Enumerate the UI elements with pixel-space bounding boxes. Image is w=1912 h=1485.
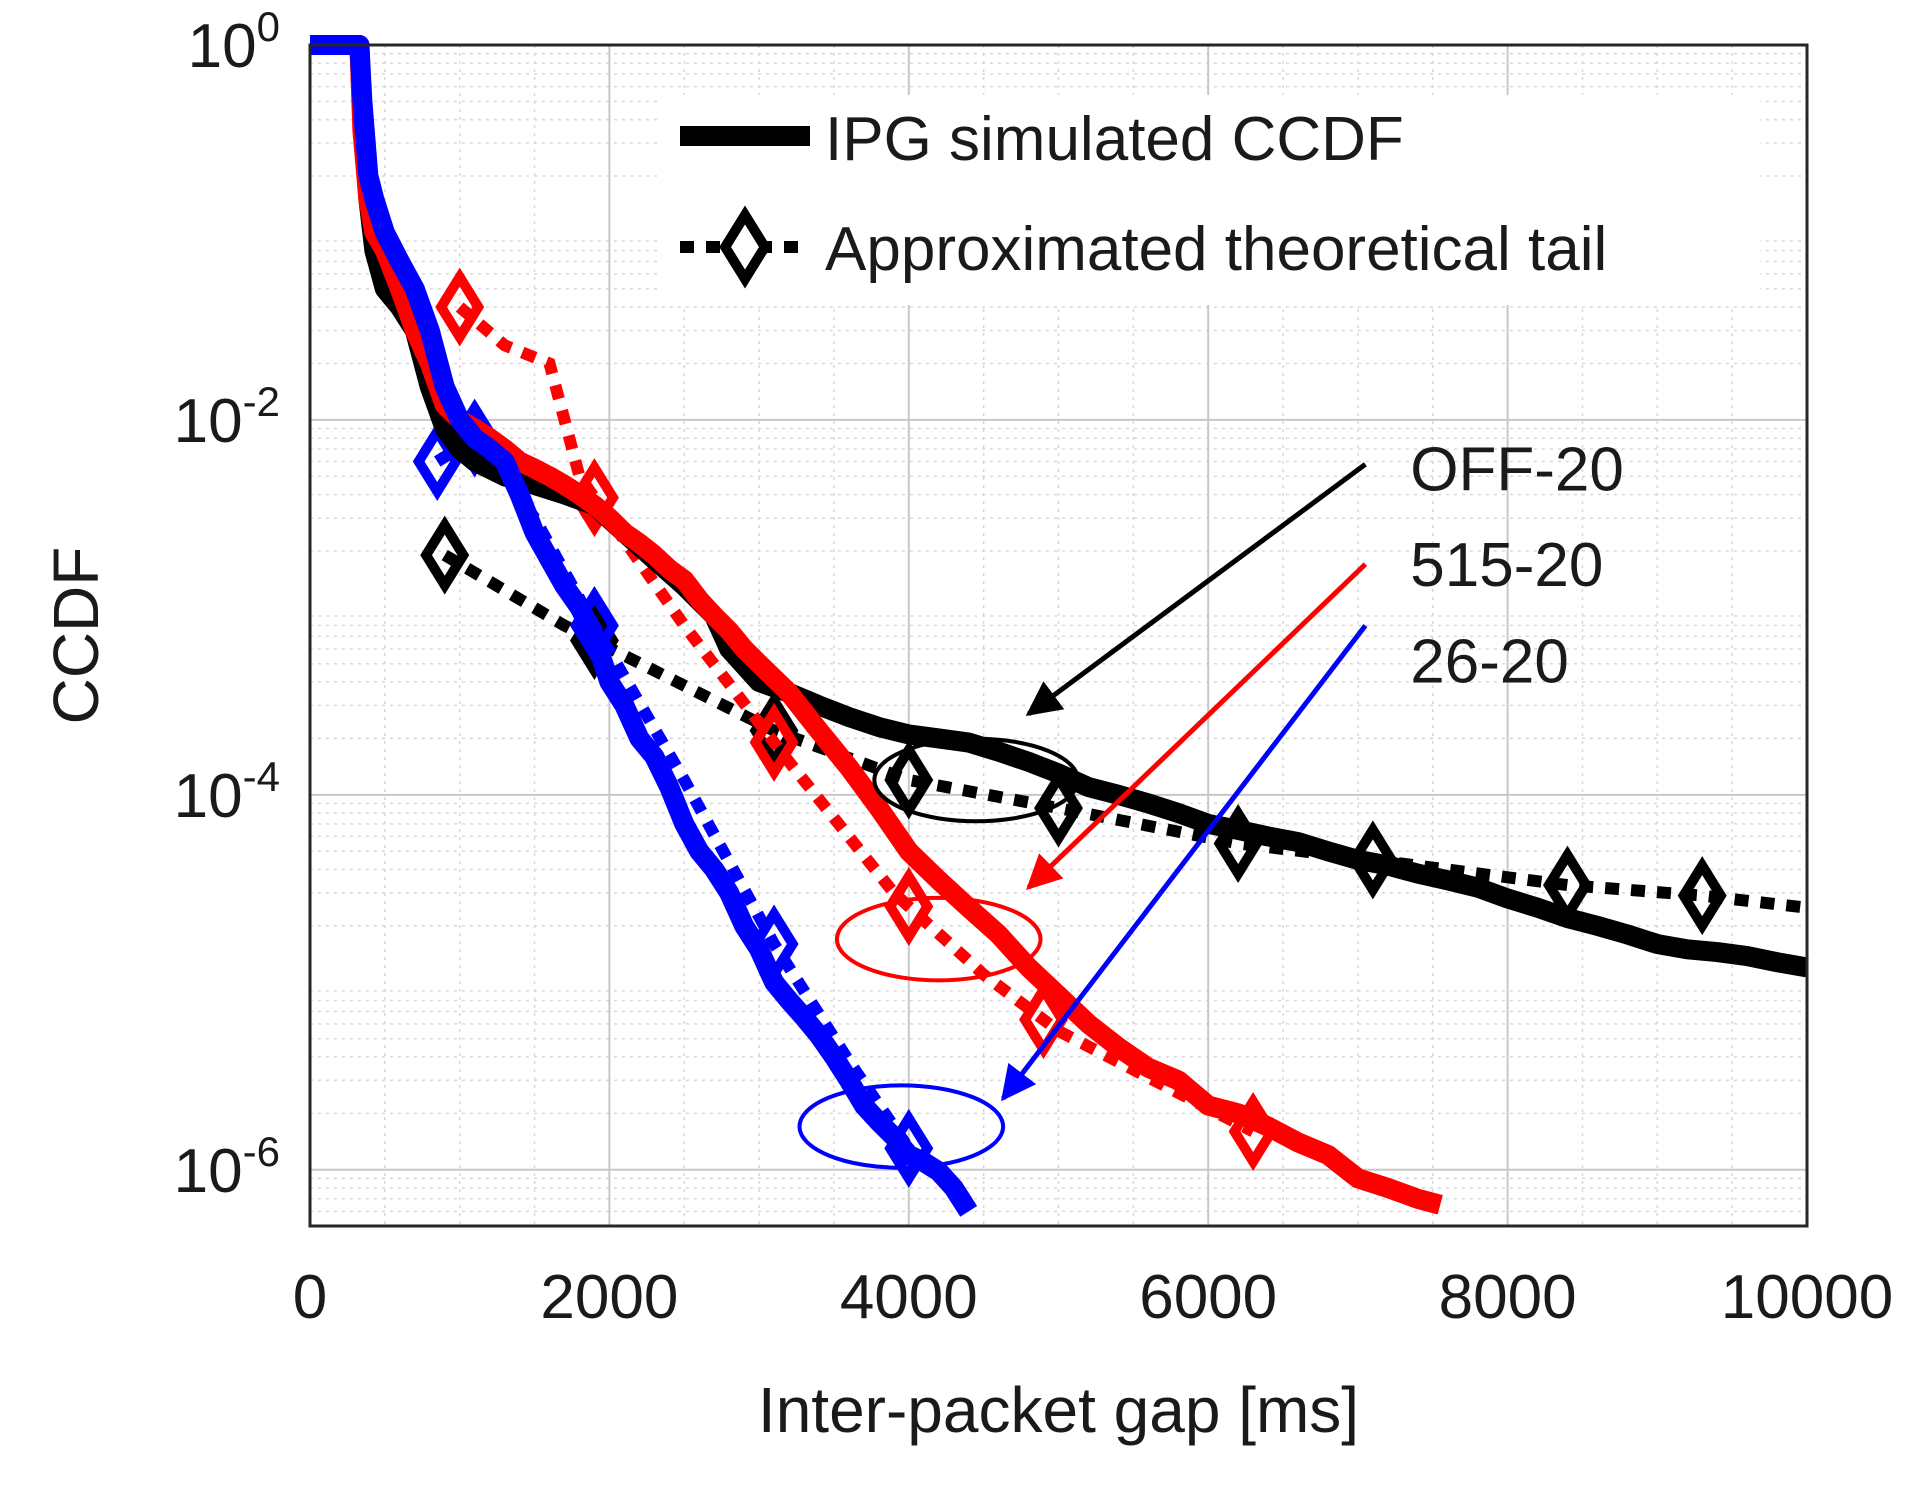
annotation-layer: OFF-20 515-20 26-20 [797,436,1624,1170]
series-marker-off-20-theoretical-tail [1348,820,1398,900]
y-tick-base: 10 [174,1137,243,1206]
y-tick-label: 100 [188,3,280,81]
y-tick-exponent: -4 [243,753,280,800]
y-tick-base: 10 [174,762,243,831]
annotation-ellipse-26-20 [797,1083,1006,1170]
series-marker-515-20-theoretical-tail [749,702,799,782]
legend-label-simulated: IPG simulated CCDF [825,105,1404,174]
series-line-26-20-simulated [310,35,978,1217]
plot-frame [308,43,1809,1228]
x-tick-label: 10000 [1721,1263,1893,1332]
x-tick-label: 4000 [840,1263,978,1332]
series-line-off-20-theoretical-tail [441,549,1808,914]
annotation-ellipse-515-20 [834,895,1043,983]
series-layer [310,35,1809,1217]
x-tick-label: 6000 [1139,1263,1277,1332]
annotation-ellipse-off-20 [872,736,1080,824]
y-tick-base: 10 [174,387,243,456]
annotation-label-515-20: 515-20 [1410,531,1603,600]
legend: IPG simulated CCDF Approximated theoreti… [660,95,1760,305]
x-axis-title: Inter-packet gap [ms] [758,1374,1359,1446]
annotation-arrow-off-20 [1025,462,1367,717]
series-marker-515-20-theoretical-tail [435,267,485,347]
y-tick-label: 10-6 [174,1128,280,1206]
y-tick-label: 10-2 [174,378,280,456]
legend-diamond-marker [719,205,771,289]
series-marker-off-20-theoretical-tail [420,515,470,595]
annotation-arrow-515-20 [1026,562,1368,891]
series-line-515-20-theoretical-tail [455,302,1256,1137]
x-tick-label: 8000 [1439,1263,1577,1332]
x-tick-label: 2000 [540,1263,678,1332]
annotation-label-off-20: OFF-20 [1410,436,1624,505]
legend-box [660,95,1760,305]
y-tick-base: 10 [188,12,257,81]
y-tick-label: 10-4 [174,753,280,831]
y-axis-title: CCDF [40,547,112,725]
y-tick-exponent: -6 [243,1128,280,1175]
x-tick-label: 0 [293,1263,327,1332]
legend-label-theoretical: Approximated theoretical tail [825,215,1607,284]
y-tick-exponent: 0 [257,3,280,50]
series-marker-off-20-theoretical-tail [1677,856,1727,936]
series-line-off-20-simulated [310,35,1809,978]
y-tick-exponent: -2 [243,378,280,425]
annotation-arrow-26-20 [1000,624,1368,1102]
annotation-label-26-20: 26-20 [1410,628,1569,697]
